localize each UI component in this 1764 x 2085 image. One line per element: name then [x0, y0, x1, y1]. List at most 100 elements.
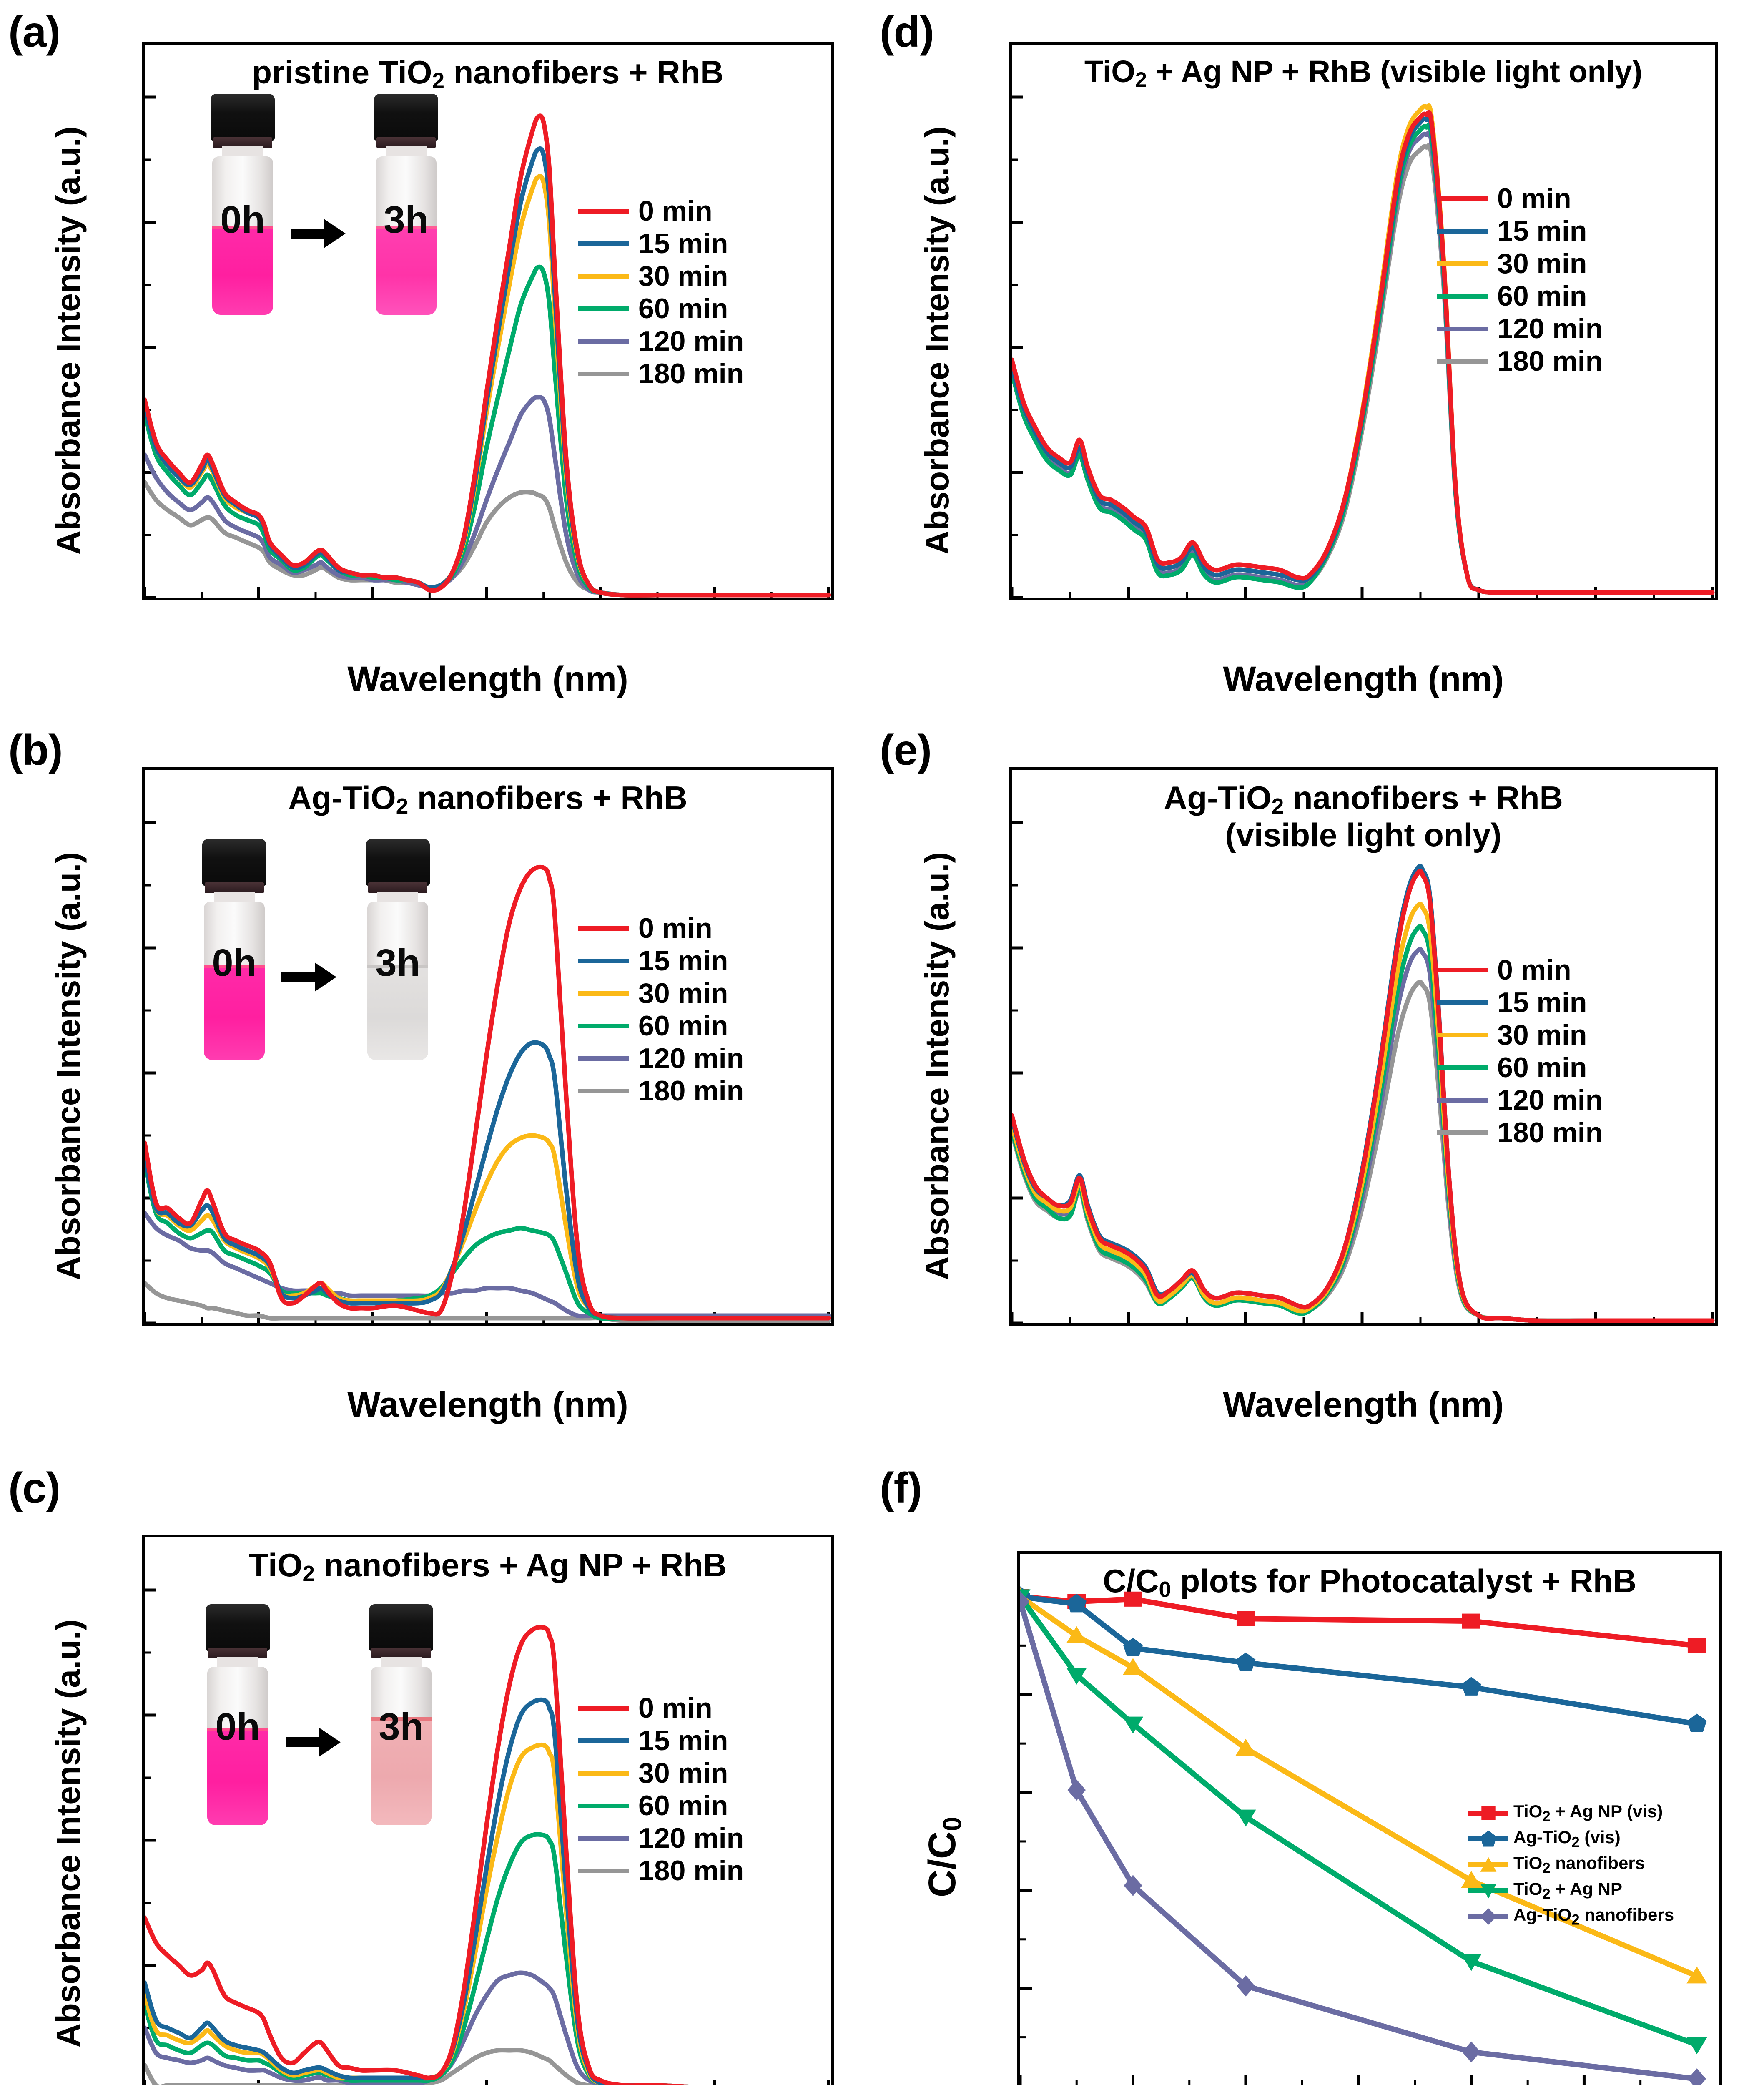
- vial-label-3h: 3h: [384, 198, 429, 241]
- panel-b: (b) Ag-TiO2 nanofibers + RhB 20030040050…: [0, 721, 871, 1451]
- data-point-marker: [1461, 1954, 1482, 1971]
- legend-marker-icon: [1481, 1806, 1496, 1820]
- spectrum-curve-15-min: [145, 1040, 831, 1321]
- legend-label: TiO2 nanofibers: [1513, 1853, 1645, 1876]
- vial-cap-ring: [208, 1648, 267, 1658]
- legend-color-swatch: [1437, 1000, 1488, 1005]
- legend-item-30-min: 30 min: [1437, 1019, 1603, 1051]
- legend-color-swatch: [1437, 1065, 1488, 1070]
- legend-color-swatch: [1437, 1098, 1488, 1103]
- vial-cap-ring: [213, 137, 272, 148]
- panel-f-title: C/C0 plots for Photocatalyst + RhB: [1103, 1562, 1636, 1602]
- panel-e-curves: 2003004005006007008000.00.51.01.52.0: [1012, 821, 1715, 1323]
- legend-color-swatch: [1437, 326, 1488, 331]
- legend-color-swatch: [578, 1803, 629, 1808]
- panel-b-xlabel: Wavelength (nm): [347, 1385, 628, 1424]
- legend-label: 60 min: [638, 1790, 728, 1821]
- legend-label: 0 min: [1497, 954, 1571, 986]
- legend-item-15-min: 15 min: [578, 1724, 744, 1757]
- vial-liquid: [371, 1719, 432, 1825]
- data-point-marker: [1686, 1966, 1707, 1984]
- vial-label-3h: 3h: [379, 1706, 424, 1748]
- legend-item-60-min: 60 min: [578, 292, 744, 325]
- legend-label: TiO2 + Ag NP (vis): [1513, 1801, 1663, 1825]
- vial-cap-ring: [376, 137, 436, 148]
- transition-arrow-icon: [281, 962, 336, 992]
- data-point-marker: [1066, 1626, 1087, 1643]
- legend-label: 180 min: [1497, 345, 1603, 377]
- legend-color-swatch: [1437, 967, 1488, 972]
- vial-body: [367, 902, 428, 1060]
- legend-label: Ag-TiO2 (vis): [1513, 1827, 1621, 1851]
- data-point-marker: [1687, 1638, 1706, 1653]
- vial-label-0h: 0h: [212, 942, 257, 984]
- legend-item-0-min: 0 min: [578, 912, 744, 945]
- data-point-marker: [1124, 1591, 1142, 1607]
- legend-item-ag-tio2-nanofibers: Ag-TiO2 nanofibers: [1468, 1904, 1674, 1929]
- legend-item-120-min: 120 min: [1437, 312, 1603, 345]
- vial-body: [207, 1667, 268, 1825]
- spectrum-curve-120-min: [145, 1970, 698, 2085]
- vial-liquid: [376, 227, 437, 315]
- legend-label: 15 min: [638, 945, 728, 977]
- legend-item-60-min: 60 min: [578, 1010, 744, 1042]
- legend-item-60-min: 60 min: [1437, 1051, 1603, 1084]
- spectrum-curve-60-min: [1012, 122, 1715, 595]
- vial-body: [376, 156, 437, 315]
- spectrum-curve-120-min: [145, 395, 831, 598]
- spectrum-curve-180-min: [1012, 143, 1715, 595]
- vial-cap-icon: [366, 839, 430, 886]
- legend-label: 0 min: [1497, 183, 1571, 214]
- legend-label: Ag-TiO2 nanofibers: [1513, 1904, 1674, 1928]
- legend-label: 0 min: [638, 912, 713, 944]
- panel-b-curves: 2003004005006007008000.00.51.01.52.0: [145, 821, 831, 1323]
- panel-c-ylabel: Absorbance Intensity (a.u.): [50, 1619, 87, 2047]
- vial-label-3h: 3h: [375, 942, 420, 984]
- legend-label: TiO2 + Ag NP: [1513, 1879, 1623, 1902]
- legend-label: 0 min: [638, 1692, 713, 1724]
- legend-color-swatch: [578, 306, 629, 311]
- vial-liquid: [212, 227, 273, 315]
- data-point-marker: [1687, 1713, 1707, 1732]
- cc0-curve-tio2-ag-np: [1020, 1594, 1700, 2047]
- cc0-curve-ag-tio2-vis-: [1020, 1594, 1700, 1727]
- vial-cap-icon: [369, 1604, 433, 1651]
- panel-d-ylabel: Absorbance Intensity (a.u.): [918, 126, 956, 555]
- vial-cap-ring: [205, 882, 264, 893]
- legend-color-swatch: [1437, 359, 1488, 364]
- vial-cap-icon: [206, 1604, 270, 1651]
- data-point-marker: [1236, 1611, 1255, 1626]
- legend-label: 15 min: [1497, 987, 1587, 1018]
- panel-e-letter: (e): [880, 726, 932, 774]
- legend-color-swatch: [578, 274, 629, 279]
- legend-color-swatch: [1468, 1806, 1508, 1820]
- legend-label: 15 min: [638, 1725, 728, 1756]
- vial-body: [212, 156, 273, 315]
- data-point-marker: [1462, 2041, 1480, 2063]
- legend-item-30-min: 30 min: [578, 977, 744, 1010]
- panel-a-legend: 0 min 15 min 30 min 60 min 120 min 180 min: [578, 195, 744, 390]
- legend-color-swatch: [578, 1088, 629, 1093]
- legend-marker-icon: [1480, 1857, 1497, 1872]
- spectrum-curve-180-min: [145, 2048, 698, 2085]
- legend-label: 120 min: [638, 1042, 744, 1074]
- legend-item-0-min: 0 min: [578, 1692, 744, 1724]
- panel-c: (c) TiO2 nanofibers + Ag NP + RhB 200300…: [0, 1455, 871, 2085]
- vial-body: [204, 902, 265, 1060]
- legend-color-swatch: [578, 958, 629, 963]
- panel-c-plot-frame: TiO2 nanofibers + Ag NP + RhB 2003004005…: [142, 1535, 834, 2085]
- panel-e-title: Ag-TiO2 nanofibers + RhB (visible light o…: [1164, 779, 1563, 854]
- legend-color-swatch: [1468, 1884, 1508, 1899]
- legend-color-swatch: [578, 1836, 629, 1841]
- legend-item-0-min: 0 min: [578, 195, 744, 227]
- legend-item-120-min: 120 min: [578, 1822, 744, 1854]
- axis-ticks: [1012, 95, 1714, 598]
- legend-color-swatch: [578, 1771, 629, 1776]
- legend-item-180-min: 180 min: [578, 1075, 744, 1107]
- spectrum-curve-30-min: [145, 1133, 831, 1321]
- panel-f-legend: TiO2 + Ag NP (vis) Ag-TiO2 (vis) TiO2 nano…: [1468, 1800, 1674, 1929]
- legend-item-0-min: 0 min: [1437, 182, 1603, 215]
- legend-item-30-min: 30 min: [578, 1757, 744, 1789]
- panel-b-ylabel: Absorbance Intensity (a.u.): [50, 852, 87, 1280]
